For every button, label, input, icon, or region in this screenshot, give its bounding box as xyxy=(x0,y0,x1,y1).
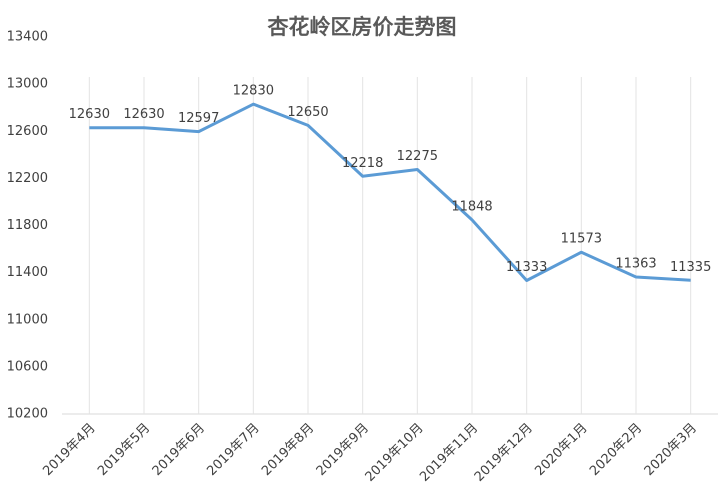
data-label: 11333 xyxy=(506,260,547,275)
x-tick-label: 2020年2月 xyxy=(587,421,645,479)
y-tick-label: 10200 xyxy=(7,407,48,422)
chart-title: 杏花岭区房价走势图 xyxy=(268,15,457,39)
x-tick-label: 2019年5月 xyxy=(95,421,153,479)
x-tick-label: 2019年7月 xyxy=(204,421,262,479)
line xyxy=(89,102,691,283)
x-tick-label: 2019年8月 xyxy=(259,421,317,479)
y-tick-label: 11400 xyxy=(7,265,48,280)
data-label: 12630 xyxy=(123,107,164,122)
data-label: 12650 xyxy=(287,105,328,120)
y-tick-label: 11800 xyxy=(7,218,48,233)
data-label: 11848 xyxy=(451,199,492,214)
data-label: 11363 xyxy=(615,256,656,271)
data-label: 11573 xyxy=(561,232,602,247)
data-label: 11335 xyxy=(670,260,711,275)
data-label: 12597 xyxy=(178,111,219,126)
data-label: 12630 xyxy=(69,107,110,122)
data-label: 12218 xyxy=(342,156,383,171)
data-label: 12830 xyxy=(233,84,274,99)
y-tick-label: 12200 xyxy=(7,171,48,186)
x-tick-label: 2019年4月 xyxy=(40,421,98,479)
x-tick-label: 2019年9月 xyxy=(314,421,372,479)
y-tick-label: 12600 xyxy=(7,124,48,139)
x-tick-label: 2020年3月 xyxy=(642,421,700,479)
y-tick-label: 13000 xyxy=(7,77,48,92)
y-tick-label: 10600 xyxy=(7,359,48,374)
x-tick-label: 2019年6月 xyxy=(150,421,208,479)
x-tick-label: 2020年1月 xyxy=(532,421,590,479)
y-tick-label: 11000 xyxy=(7,312,48,327)
data-label: 12275 xyxy=(397,149,438,164)
y-tick-label: 13400 xyxy=(7,30,48,45)
x-tick-label: 2019年12月 xyxy=(472,421,536,485)
